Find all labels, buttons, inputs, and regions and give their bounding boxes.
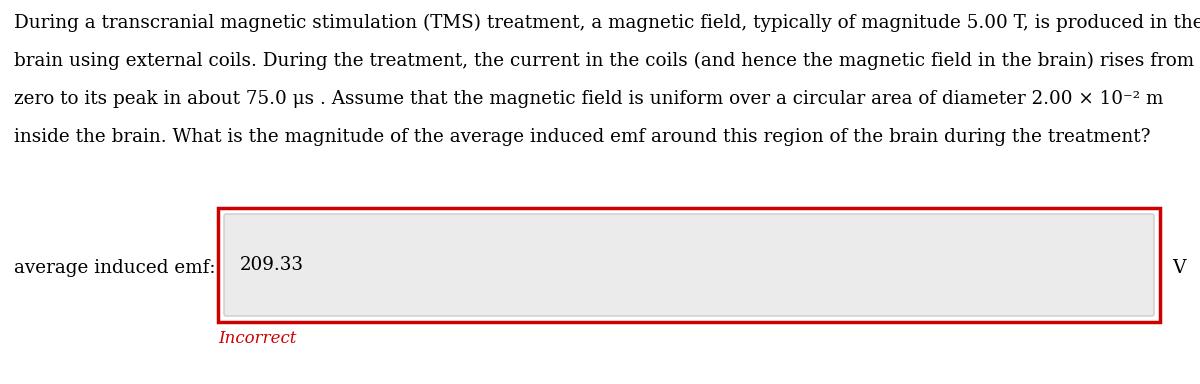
FancyBboxPatch shape xyxy=(224,214,1154,316)
Text: inside the brain. What is the magnitude of the average induced emf around this r: inside the brain. What is the magnitude … xyxy=(14,128,1151,146)
Text: During a transcranial magnetic stimulation (TMS) treatment, a magnetic field, ty: During a transcranial magnetic stimulati… xyxy=(14,14,1200,32)
Text: brain using external coils. During the treatment, the current in the coils (and : brain using external coils. During the t… xyxy=(14,52,1194,70)
Text: 209.33: 209.33 xyxy=(240,256,304,274)
Text: Incorrect: Incorrect xyxy=(218,330,296,347)
Text: zero to its peak in about 75.0 μs . Assume that the magnetic field is uniform ov: zero to its peak in about 75.0 μs . Assu… xyxy=(14,90,1163,108)
FancyBboxPatch shape xyxy=(218,208,1160,322)
Text: V: V xyxy=(1172,259,1186,277)
Text: average induced emf:: average induced emf: xyxy=(14,259,216,277)
